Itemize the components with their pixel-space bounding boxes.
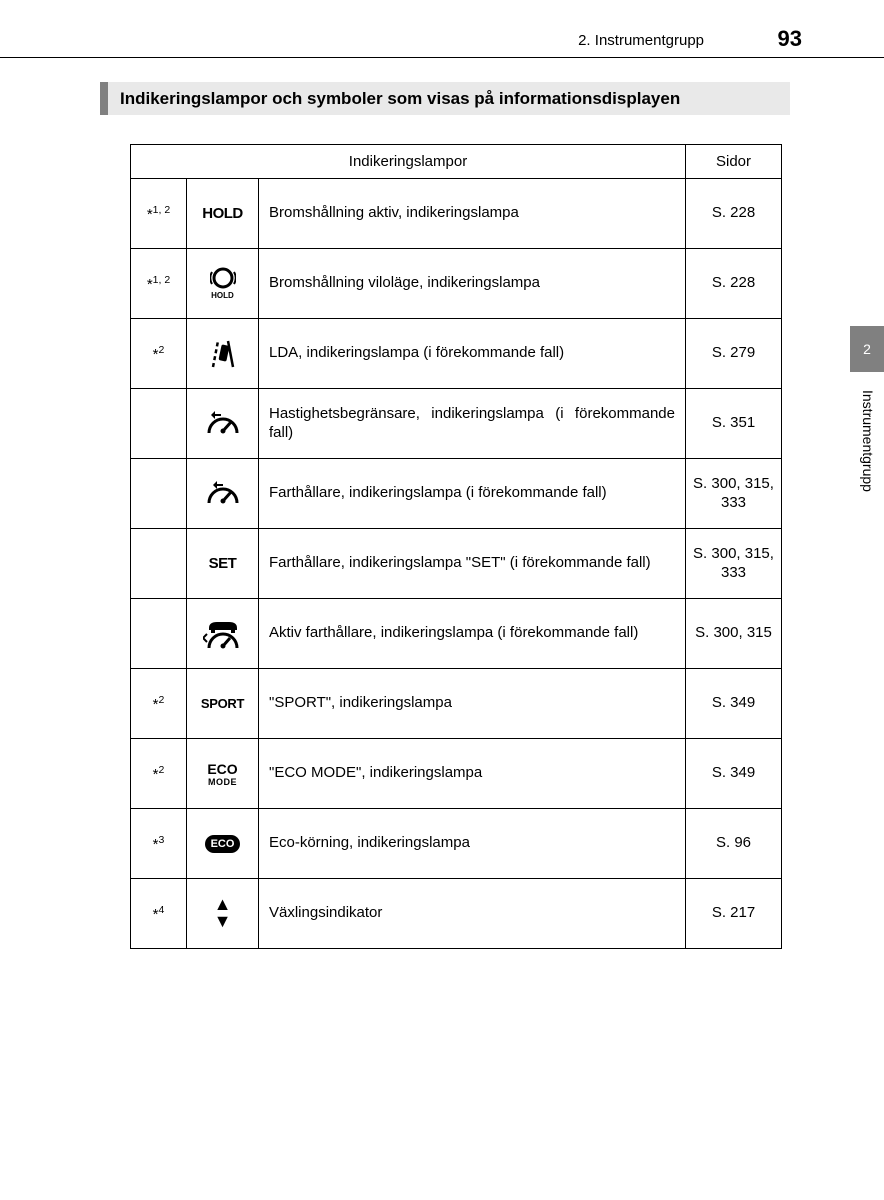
row-icon-cell: HOLD — [187, 179, 259, 249]
set-text-icon: SET — [209, 555, 237, 572]
cruise-icon — [205, 479, 241, 509]
row-footnote: *1, 2 — [131, 179, 187, 249]
row-icon-cell: ECO — [187, 809, 259, 879]
speed-limiter-icon — [205, 409, 241, 439]
row-page-ref: S. 279 — [686, 319, 782, 389]
table-row: *1, 2 HOLD Bromshållning aktiv, indikering… — [131, 179, 782, 249]
table-row: *1, 2 HOLD Bromshållning viloläge, indiker… — [131, 249, 782, 319]
table-row: Hastighetsbegränsare, indikeringslampa (… — [131, 389, 782, 459]
row-description: Aktiv farthållare, indikeringslampa (i f… — [259, 599, 686, 669]
row-footnote: *2 — [131, 739, 187, 809]
row-page-ref: S. 228 — [686, 249, 782, 319]
row-icon-cell: HOLD — [187, 249, 259, 319]
indicators-table: Indikeringslampor Sidor *1, 2 HOLD Bromshå… — [130, 144, 782, 949]
row-icon-cell — [187, 389, 259, 459]
row-footnote: *2 — [131, 319, 187, 389]
table-row: *2ECOMODE"ECO MODE", indikeringslampaS. … — [131, 739, 782, 809]
table-row: Farthållare, indikeringslampa (i förekom… — [131, 459, 782, 529]
active-cruise-icon — [203, 616, 243, 652]
row-page-ref: S. 217 — [686, 879, 782, 949]
row-footnote: *3 — [131, 809, 187, 879]
row-footnote — [131, 459, 187, 529]
row-page-ref: S. 228 — [686, 179, 782, 249]
eco-pill-icon: ECO — [205, 835, 241, 853]
row-icon-cell: SPORT — [187, 669, 259, 739]
hold-circle-icon: HOLD — [210, 265, 236, 299]
hold-text-icon: HOLD — [202, 205, 243, 222]
section-title-bar: Indikeringslampor och symboler som visas… — [100, 82, 790, 115]
sidebar-label: Instrumentgrupp — [860, 390, 876, 492]
chapter-label: 2. Instrumentgrupp — [578, 32, 704, 49]
row-footnote: *1, 2 — [131, 249, 187, 319]
row-footnote — [131, 389, 187, 459]
row-footnote: *2 — [131, 669, 187, 739]
row-icon-cell: ▲▼ — [187, 879, 259, 949]
row-icon-cell — [187, 599, 259, 669]
shift-arrows-icon: ▲▼ — [214, 894, 232, 931]
row-description: "ECO MODE", indikeringslampa — [259, 739, 686, 809]
row-icon-cell — [187, 459, 259, 529]
sport-text-icon: SPORT — [201, 696, 244, 711]
table-row: Aktiv farthållare, indikeringslampa (i f… — [131, 599, 782, 669]
row-page-ref: S. 96 — [686, 809, 782, 879]
row-footnote: *4 — [131, 879, 187, 949]
row-description: Eco-körning, indikeringslampa — [259, 809, 686, 879]
row-description: Farthållare, indikeringslampa "SET" (i f… — [259, 529, 686, 599]
row-description: Växlingsindikator — [259, 879, 686, 949]
page-number: 93 — [778, 26, 802, 52]
row-page-ref: S. 349 — [686, 739, 782, 809]
row-description: "SPORT", indikeringslampa — [259, 669, 686, 739]
lda-icon — [206, 337, 240, 371]
row-page-ref: S. 300, 315, 333 — [686, 529, 782, 599]
row-description: Bromshållning viloläge, indikeringslampa — [259, 249, 686, 319]
table-row: *4 ▲▼ VäxlingsindikatorS. 217 — [131, 879, 782, 949]
row-description: Bromshållning aktiv, indikeringslampa — [259, 179, 686, 249]
table-header-main: Indikeringslampor — [131, 145, 686, 179]
eco-mode-icon: ECOMODE — [189, 761, 256, 787]
row-page-ref: S. 349 — [686, 669, 782, 739]
row-description: Farthållare, indikeringslampa (i förekom… — [259, 459, 686, 529]
row-page-ref: S. 300, 315, 333 — [686, 459, 782, 529]
row-icon-cell — [187, 319, 259, 389]
table-row: *3 ECO Eco-körning, indikeringslampaS. 96 — [131, 809, 782, 879]
row-page-ref: S. 351 — [686, 389, 782, 459]
table-row: *2 LDA, indikeringslampa (i förekommande … — [131, 319, 782, 389]
sidebar-tab: 2 — [850, 326, 884, 372]
section-title: Indikeringslampor och symboler som visas… — [120, 88, 778, 109]
table-row: *2 SPORT "SPORT", indikeringslampaS. 349 — [131, 669, 782, 739]
row-footnote — [131, 599, 187, 669]
row-icon-cell: ECOMODE — [187, 739, 259, 809]
page-header: 2. Instrumentgrupp 93 — [0, 28, 884, 58]
row-page-ref: S. 300, 315 — [686, 599, 782, 669]
table-header-pages: Sidor — [686, 145, 782, 179]
row-icon-cell: SET — [187, 529, 259, 599]
table-row: SET Farthållare, indikeringslampa "SET" (… — [131, 529, 782, 599]
row-description: Hastighetsbegränsare, indikeringslampa (… — [259, 389, 686, 459]
sidebar-tab-number: 2 — [863, 341, 871, 357]
row-footnote — [131, 529, 187, 599]
row-description: LDA, indikeringslampa (i förekommande fa… — [259, 319, 686, 389]
